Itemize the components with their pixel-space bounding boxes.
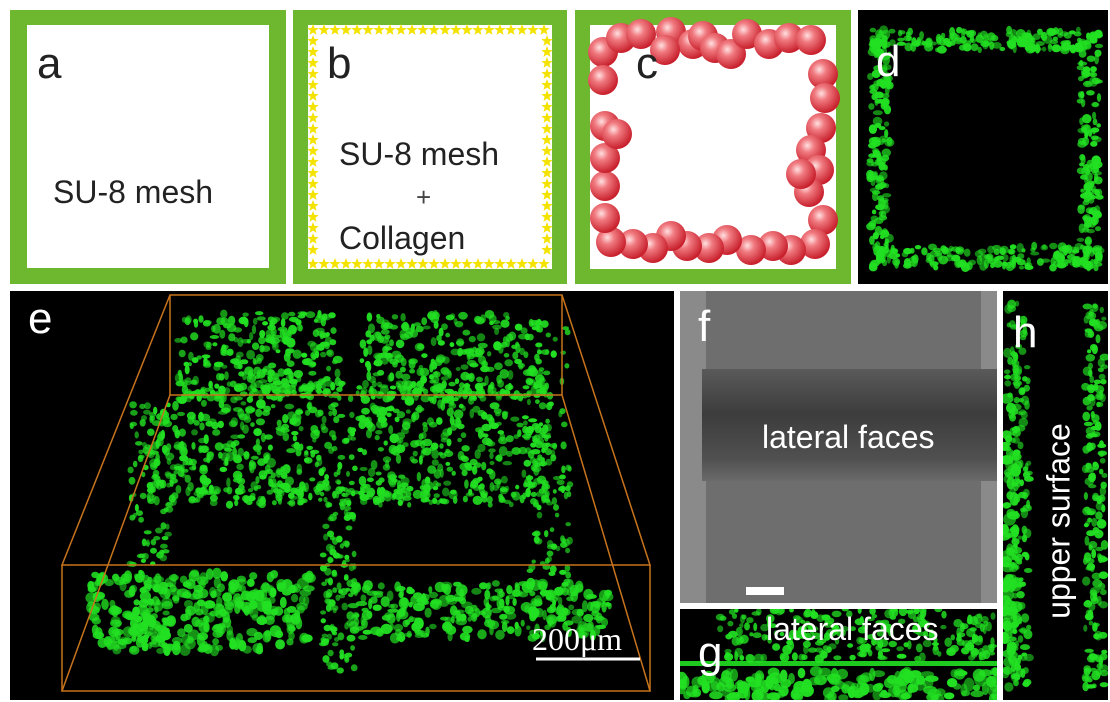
panel-h: h upper surface bbox=[1003, 291, 1108, 700]
scale-bar bbox=[746, 587, 784, 595]
collagen-label: Collagen bbox=[339, 220, 466, 256]
panel-g: g lateral faces bbox=[680, 609, 997, 700]
lateral-faces-label: lateral faces bbox=[762, 419, 935, 455]
scale-bar-label: 200μm bbox=[532, 621, 623, 657]
panel-a: a SU-8 mesh bbox=[10, 10, 286, 284]
mesh-bar-left bbox=[680, 291, 706, 603]
mesh-hole bbox=[27, 25, 269, 268]
plus-sign: + bbox=[416, 182, 432, 212]
cell-layer bbox=[588, 17, 840, 269]
panel-letter-d: d bbox=[876, 37, 901, 86]
panel-letter-e: e bbox=[28, 294, 53, 343]
collagen-stars bbox=[307, 24, 553, 269]
fluorescent-upper-surface bbox=[1003, 299, 1108, 692]
panel-b: b SU-8 mesh + Collagen bbox=[293, 10, 567, 284]
panel-letter-h: h bbox=[1013, 308, 1038, 357]
fluorescent-square bbox=[866, 25, 1105, 273]
panel-letter-a: a bbox=[37, 39, 62, 88]
panel-d: d bbox=[858, 10, 1108, 284]
upper-surface-label: upper surface bbox=[1040, 423, 1077, 619]
lateral-faces-label: lateral faces bbox=[766, 611, 939, 647]
mesh-label: SU-8 mesh bbox=[53, 174, 214, 210]
panel-letter-c: c bbox=[636, 39, 658, 88]
panel-e: e 200μm bbox=[10, 291, 674, 700]
panel-letter-b: b bbox=[327, 39, 352, 88]
panel-f: f lateral faces bbox=[680, 291, 997, 603]
panel-letter-f: f bbox=[698, 302, 711, 351]
panel-c: c bbox=[575, 10, 851, 284]
mesh-label: SU-8 mesh bbox=[339, 136, 500, 172]
lateral-face-region bbox=[702, 369, 997, 481]
panel-letter-g: g bbox=[698, 628, 723, 677]
3d-reconstruction bbox=[60, 294, 652, 692]
fluorescent-lateral-faces bbox=[680, 609, 997, 700]
